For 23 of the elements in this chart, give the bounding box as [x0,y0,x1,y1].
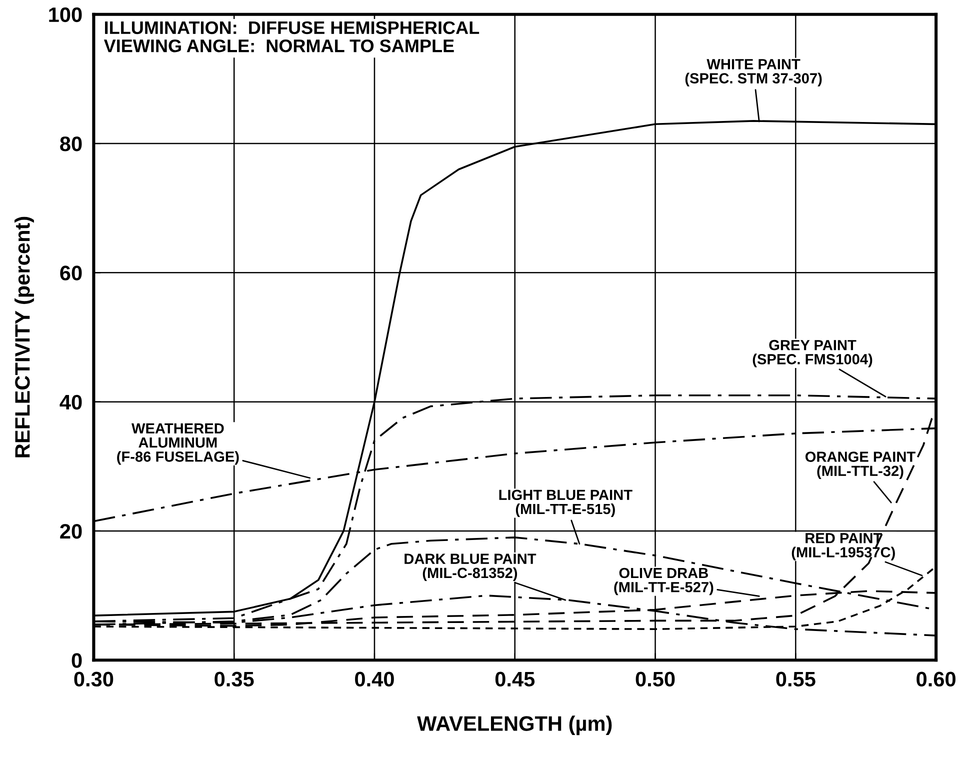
y-tick-label: 20 [60,524,82,539]
y-tick-label: 60 [60,266,82,280]
annotation: GREY PAINT (SPEC. FMS1004) [752,340,872,368]
x-tick-label: 0.35 [214,672,254,687]
y-axis-title: REFLECTIVITY (percent) [14,216,34,458]
annotation: ORANGE PAINT (MIL-TTL-32) [805,452,916,479]
y-tick-label: 80 [60,136,82,152]
annotation: LIGHT BLUE PAINT (MIL-TT-E-515) [499,490,632,518]
y-tick-label: 100 [49,7,82,22]
x-tick-label: 0.60 [916,672,956,687]
annotation: OLIVE DRAB (MIL-TT-E-527) [614,568,714,596]
x-tick-label: 0.55 [776,672,816,687]
y-tick-label: 0 [72,653,82,668]
x-axis-title: WAVELENGTH (µm) [417,716,612,736]
x-tick-label: 0.50 [636,672,675,687]
annotation: WEATHERED ALUMINUM (F-86 FUSELAGE) [117,423,239,465]
y-tick-label: 40 [60,394,82,410]
annotation: WHITE PAINT (SPEC. STM 37-307) [685,59,822,86]
x-tick-label: 0.45 [495,672,535,687]
annotation: ILLUMINATION: DIFFUSE HEMISPHERICAL VIEWING ANGLE: NORMAL TO SAMPLE [104,21,480,52]
annotation: DARK BLUE PAINT (MIL-C-81352) [404,554,536,581]
x-tick-label: 0.30 [74,672,114,687]
x-tick-label: 0.40 [355,672,394,687]
